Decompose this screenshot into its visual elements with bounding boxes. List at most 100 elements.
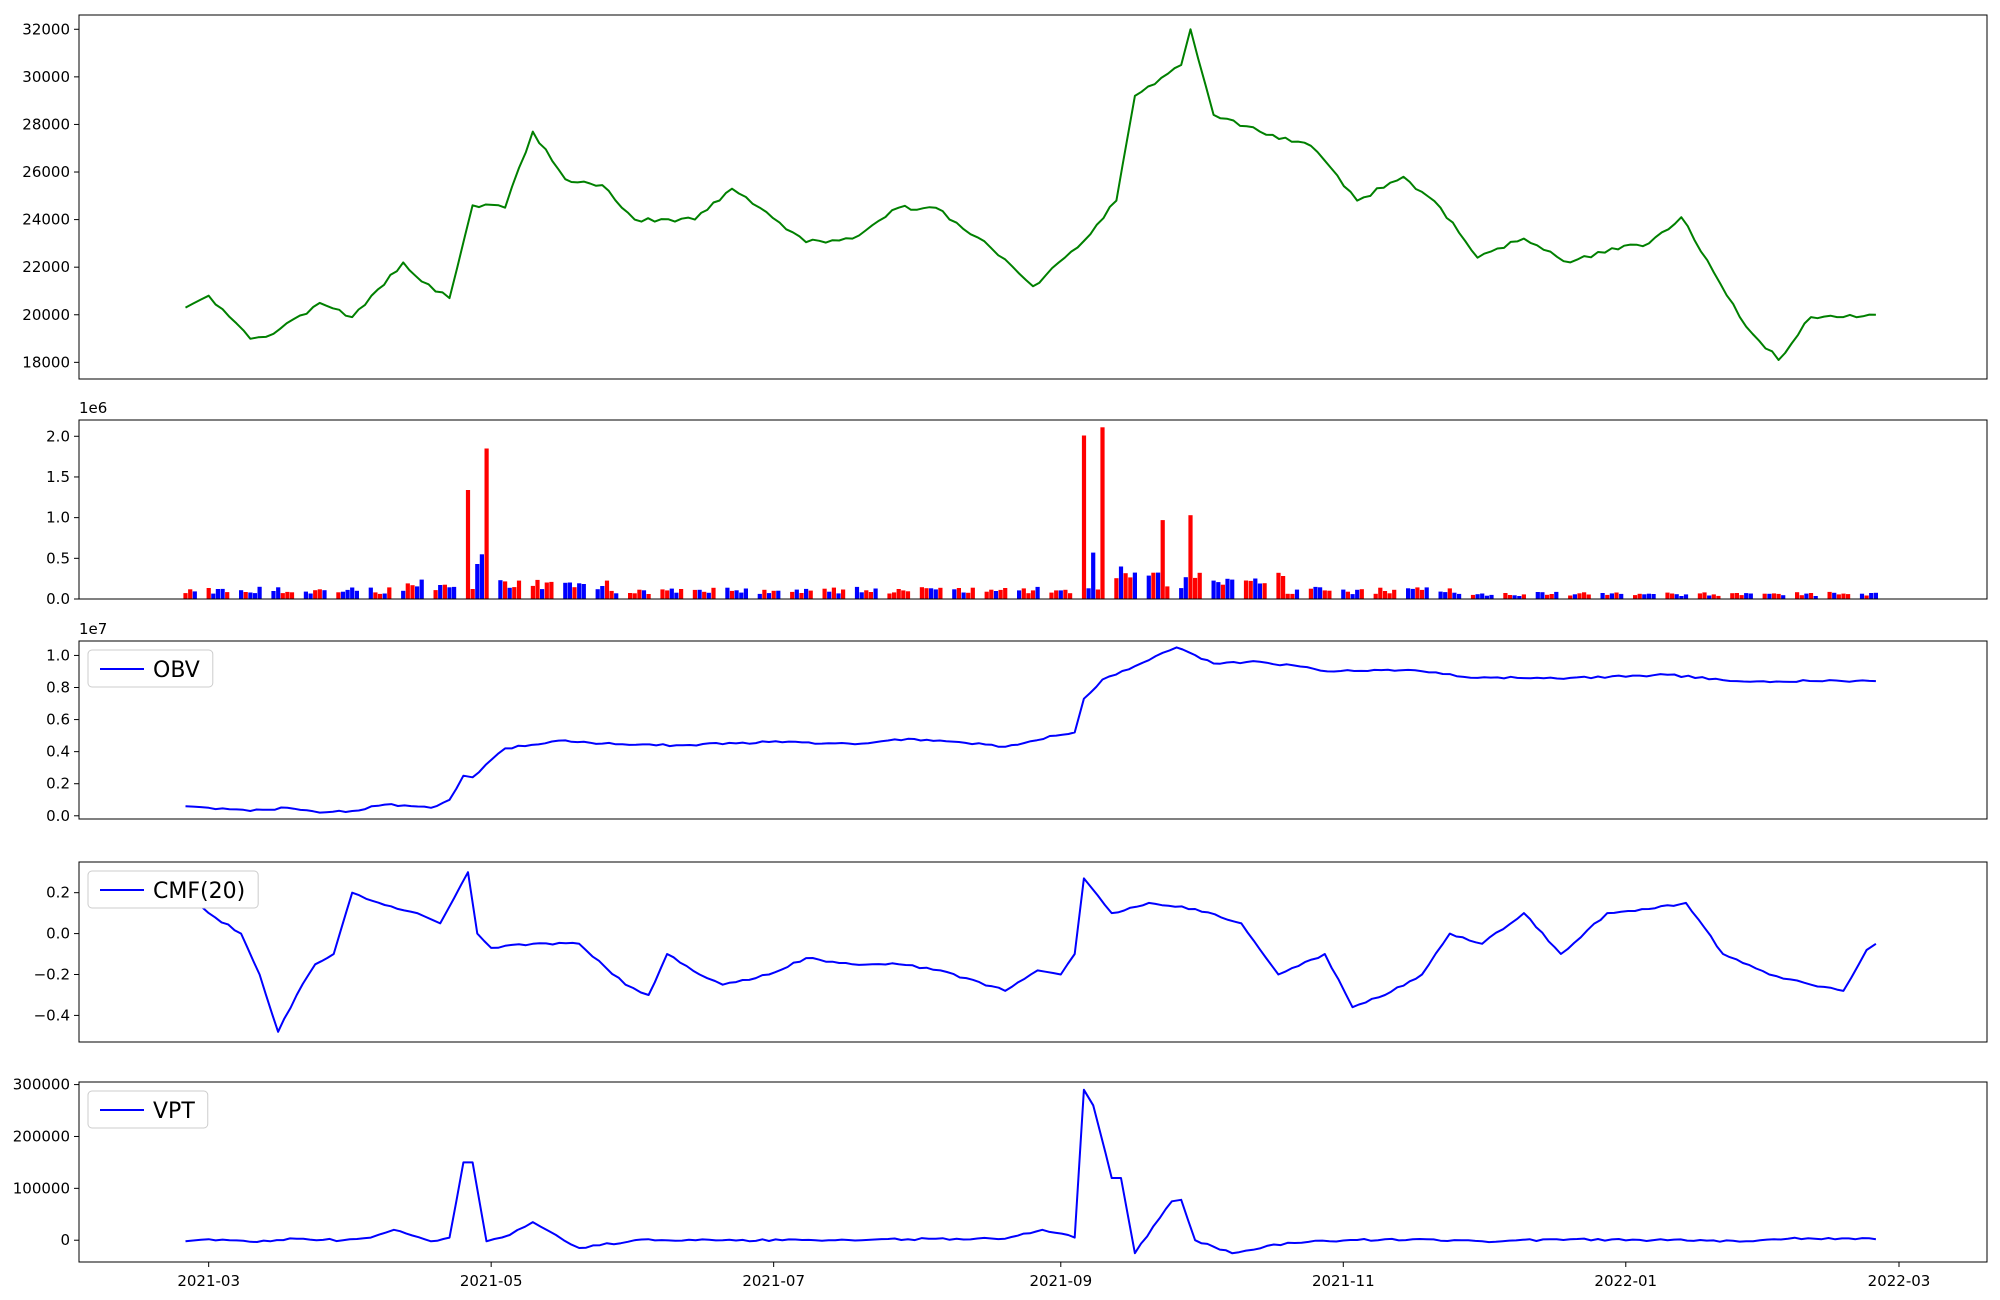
volume-bar — [507, 587, 512, 599]
volume-bar — [1503, 593, 1508, 599]
volume-bar — [1114, 578, 1119, 599]
volume-bar — [1776, 593, 1781, 599]
obv-legend: OBV — [87, 649, 214, 688]
vpt-y-axis: 0 100000 200000 300000 — [13, 1076, 79, 1249]
volume-bar — [1063, 589, 1068, 599]
volume-y-tick-label: 0.5 — [46, 549, 70, 567]
volume-bar — [1188, 515, 1193, 599]
volume-bar — [368, 587, 373, 599]
volume-y-tick-label: 2.0 — [46, 427, 70, 445]
volume-bar — [220, 588, 225, 599]
volume-bar — [896, 589, 901, 599]
volume-bar — [1355, 589, 1360, 599]
vpt-legend-label: VPT — [153, 1099, 195, 1124]
volume-bar — [276, 587, 281, 599]
volume-bar — [350, 587, 355, 599]
volume-bar — [1216, 582, 1221, 599]
volume-bar — [1475, 594, 1480, 599]
volume-bar — [1586, 594, 1591, 599]
vpt-y-tick-label: 200000 — [13, 1127, 70, 1145]
volume-bar — [929, 588, 934, 599]
volume-bar — [1253, 578, 1258, 599]
volume-bar — [535, 579, 540, 599]
volume-bar — [1702, 592, 1707, 599]
volume-bar — [1864, 595, 1869, 599]
cmf-y-tick-label: 0.2 — [46, 884, 70, 902]
cmf-legend-box — [87, 870, 259, 909]
volume-y-tick-label: 1.0 — [46, 509, 70, 527]
volume-bar — [1646, 593, 1651, 599]
volume-bar — [415, 586, 420, 599]
volume-bar — [595, 589, 600, 599]
volume-bar — [790, 591, 795, 599]
volume-bar — [1832, 592, 1837, 599]
volume-bar — [188, 589, 193, 599]
volume-bar — [1086, 588, 1091, 599]
volume-bar — [1744, 593, 1749, 599]
volume-bar — [734, 590, 739, 599]
price-panel: 18000 20000 22000 24000 26000 28000 30000 32000 — [22, 14, 1988, 380]
volume-bar — [577, 583, 582, 599]
volume-bar — [1841, 593, 1846, 599]
volume-bar — [243, 592, 248, 599]
volume-bar — [1419, 589, 1425, 599]
obv-plot-frame — [78, 640, 1988, 820]
volume-bar — [1781, 595, 1786, 599]
volume-bar — [859, 592, 864, 599]
volume-bar — [609, 590, 614, 599]
volume-bar — [993, 591, 999, 599]
volume-bar — [1480, 593, 1485, 599]
volume-bar — [1225, 578, 1230, 599]
volume-bar — [1378, 587, 1383, 599]
volume-bar — [1619, 593, 1624, 599]
volume-bar — [998, 589, 1003, 599]
volume-bar — [1160, 520, 1165, 599]
volume-bar — [725, 587, 730, 599]
volume-bar — [854, 586, 860, 599]
volume-bar — [405, 583, 410, 599]
volume-bar — [665, 590, 670, 599]
volume-bar — [1697, 593, 1702, 599]
volume-bar — [604, 580, 610, 599]
volume-bar — [308, 593, 313, 599]
volume-bar — [1262, 583, 1267, 599]
obv-y-tick-label: 1.0 — [46, 646, 70, 664]
volume-bar — [479, 554, 484, 600]
volume-bar — [1313, 586, 1318, 599]
volume-bar — [1665, 592, 1670, 599]
volume-bar — [757, 593, 762, 599]
volume-bar — [836, 593, 841, 599]
volume-bar — [961, 592, 966, 599]
volume-bar — [215, 589, 220, 599]
volume-bar — [1452, 592, 1457, 599]
volume-bar — [1382, 591, 1388, 599]
volume-bar — [1387, 593, 1392, 599]
volume-bar — [799, 593, 804, 599]
volume-bar — [1873, 592, 1878, 599]
volume-bar — [1614, 592, 1619, 599]
volume-bar — [600, 586, 605, 599]
volume-bar — [581, 584, 586, 599]
volume-panel: 0.0 0.5 1.0 1.5 2.0 1e6 — [46, 399, 1988, 608]
obv-y-tick-label: 0.4 — [46, 743, 70, 761]
volume-bar — [1734, 593, 1739, 599]
vpt-line — [185, 1088, 1877, 1255]
volume-bar — [831, 587, 836, 599]
volume-bar — [1869, 593, 1874, 599]
volume-bar — [289, 592, 295, 599]
volume-bar — [692, 589, 697, 599]
volume-bar — [632, 593, 637, 599]
volume-bar — [1049, 592, 1054, 599]
volume-bar — [1836, 594, 1841, 599]
volume-bar — [1600, 593, 1605, 599]
vpt-series-line — [185, 1088, 1877, 1255]
volume-bar — [1572, 594, 1577, 599]
volume-bar — [1132, 572, 1137, 599]
volume-bar — [183, 593, 188, 599]
volume-bar — [1795, 592, 1800, 599]
volume-bar — [313, 590, 318, 599]
volume-bar — [628, 593, 633, 599]
volume-bar — [641, 590, 647, 599]
volume-bar — [1554, 591, 1559, 599]
